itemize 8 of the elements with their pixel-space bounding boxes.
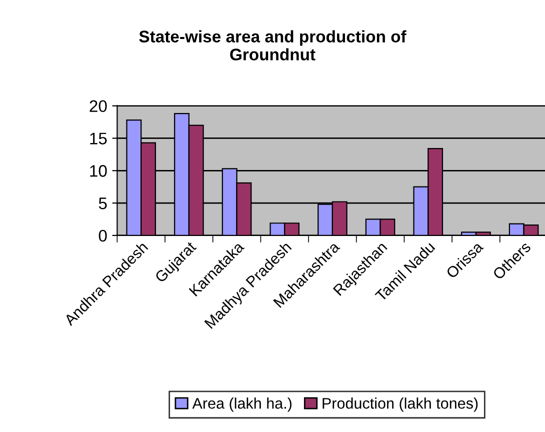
y-tick-label: 0 (98, 230, 107, 242)
legend-label: Area (lakh ha.) (192, 398, 292, 412)
legend-label: Production (lakh tones) (322, 398, 478, 412)
y-tick-label: 10 (90, 165, 107, 177)
y-tick-label: 5 (98, 198, 107, 210)
y-tick-label: 15 (90, 132, 107, 144)
chart-title: State-wise area and production of Groundnut (139, 30, 406, 60)
y-tick-label: 20 (90, 100, 107, 112)
